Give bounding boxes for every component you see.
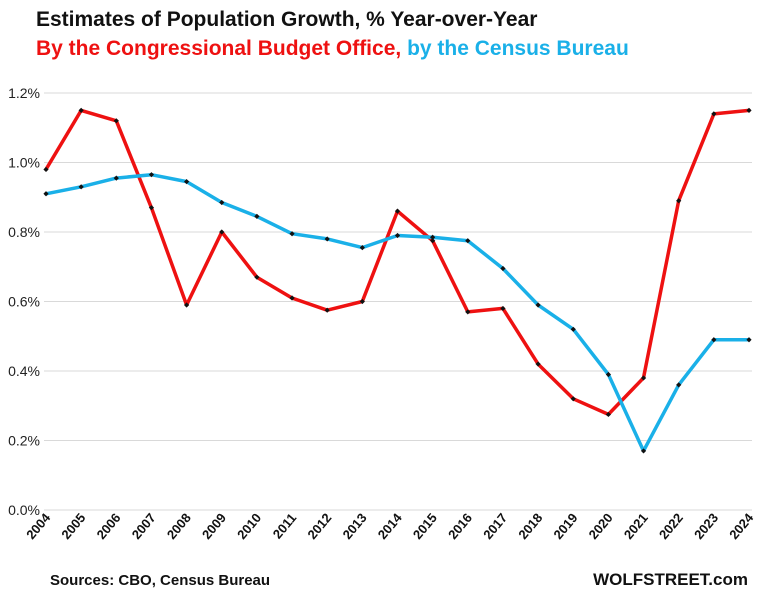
census-point — [465, 238, 471, 244]
x-tick-label: 2010 — [234, 510, 264, 542]
cbo-point — [605, 411, 611, 418]
x-tick-label: 2018 — [515, 510, 545, 542]
y-tick-label: 1.0% — [8, 155, 40, 171]
y-tick-label: 0.4% — [8, 363, 40, 379]
source-note: Sources: CBO, Census Bureau — [50, 572, 271, 589]
chart-subtitle: By the Congressional Budget Office, by t… — [36, 37, 629, 61]
y-tick-label: 0.0% — [8, 502, 40, 518]
y-tick-label: 0.6% — [8, 294, 40, 310]
census-point — [219, 199, 225, 206]
series-line-census — [44, 172, 751, 453]
subtitle-cbo: By the Congressional Budget Office, — [36, 37, 402, 60]
x-tick-label: 2020 — [586, 510, 616, 542]
x-tick-label: 2009 — [199, 510, 229, 542]
cbo-point — [711, 111, 717, 117]
x-tick-label: 2015 — [410, 510, 440, 542]
census-point — [640, 448, 647, 454]
cbo-point — [324, 307, 330, 313]
census-point — [184, 179, 190, 185]
census-point — [324, 236, 330, 242]
cbo-point — [570, 396, 576, 402]
census-point — [605, 371, 611, 378]
cbo-point — [184, 302, 190, 308]
cbo-point — [746, 107, 752, 113]
census-point — [78, 184, 84, 190]
census-point — [746, 337, 752, 343]
census-point — [500, 265, 506, 272]
x-tick-label: 2013 — [340, 510, 370, 542]
y-tick-label: 0.8% — [8, 224, 40, 240]
x-tick-label: 2008 — [164, 510, 194, 542]
subtitle-census: by the Census Bureau — [407, 37, 629, 60]
x-tick-label: 2011 — [270, 510, 300, 541]
x-tick-label: 2017 — [480, 510, 510, 542]
census-point — [570, 326, 576, 332]
census-point — [113, 175, 119, 181]
y-tick-label: 1.2% — [8, 85, 40, 101]
x-tick-label: 2012 — [304, 510, 334, 542]
x-tick-label: 2007 — [129, 510, 159, 542]
census-point — [43, 191, 49, 197]
census-point — [430, 234, 436, 240]
cbo-point — [535, 361, 541, 367]
y-tick-label: 0.2% — [8, 433, 40, 449]
census-point — [394, 232, 401, 239]
cbo-point — [219, 229, 225, 235]
brand-watermark: WOLFSTREET.com — [593, 570, 748, 589]
cbo-point — [148, 205, 155, 211]
cbo-point — [394, 208, 401, 214]
cbo-point — [289, 295, 295, 301]
cbo-point — [640, 375, 647, 381]
census-point — [289, 231, 295, 237]
x-tick-label: 2024 — [726, 510, 757, 542]
census-point — [359, 245, 365, 251]
x-tick-label: 2022 — [656, 510, 686, 542]
x-tick-label: 2019 — [550, 510, 580, 542]
series-line-cbo — [44, 108, 751, 417]
census-point — [676, 382, 682, 388]
cbo-point — [359, 298, 365, 305]
x-tick-label: 2021 — [621, 510, 651, 542]
chart-title: Estimates of Population Growth, % Year-o… — [36, 8, 538, 31]
census-point — [535, 302, 541, 308]
cbo-point — [500, 305, 506, 312]
x-tick-label: 2016 — [445, 510, 475, 542]
census-point — [148, 172, 155, 178]
x-tick-label: 2014 — [375, 510, 406, 542]
census-point — [711, 337, 717, 343]
x-tick-label: 2005 — [58, 510, 88, 542]
x-tick-label: 2023 — [691, 510, 721, 542]
cbo-point — [43, 166, 49, 173]
cbo-point — [676, 198, 682, 204]
cbo-point — [78, 107, 84, 113]
x-tick-label: 2006 — [94, 510, 124, 542]
cbo-point — [113, 118, 119, 124]
cbo-point — [430, 238, 436, 244]
census-point — [254, 213, 260, 219]
cbo-point — [465, 309, 471, 315]
cbo-point — [254, 274, 260, 280]
